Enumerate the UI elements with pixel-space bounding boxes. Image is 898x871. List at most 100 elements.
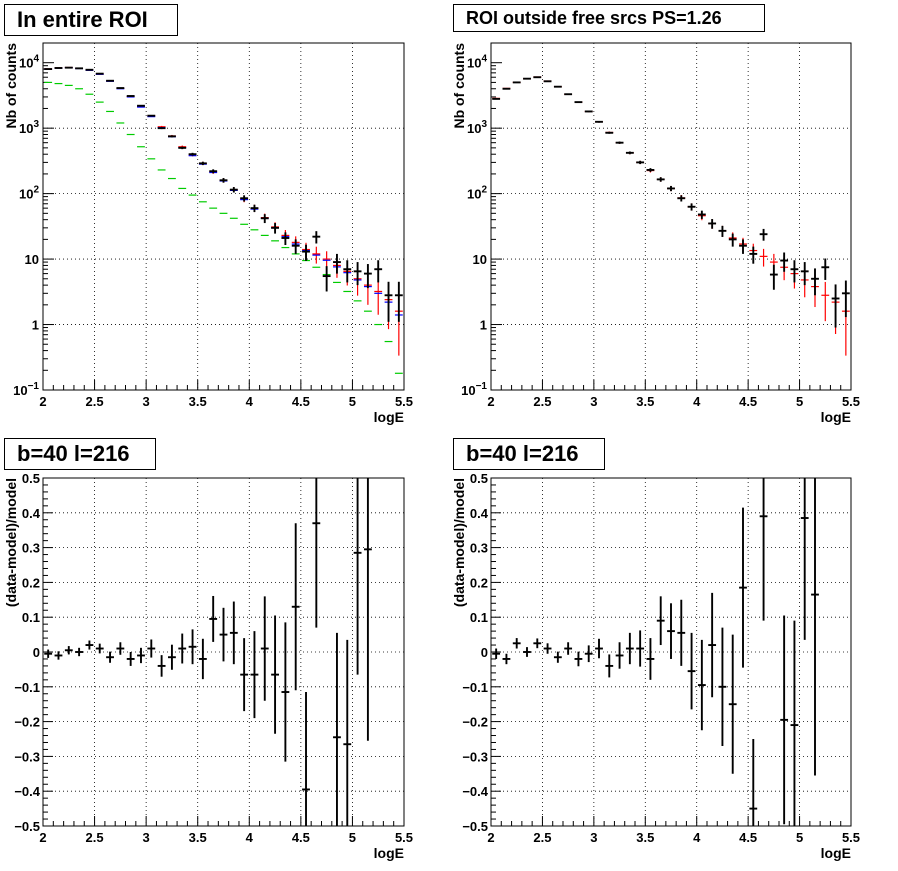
y-tick-label: 0.4: [22, 506, 41, 521]
data-point: [790, 620, 799, 826]
x-tick-label: 4: [246, 394, 254, 409]
data-point: [739, 507, 747, 668]
data-point: [198, 161, 207, 166]
data-point: [106, 79, 114, 82]
data-point: [188, 629, 197, 665]
data-point: [302, 692, 310, 826]
data-point: [178, 146, 187, 150]
data-point: [574, 651, 583, 667]
data-point: [708, 592, 717, 698]
x-tick-label: 4.5: [739, 830, 757, 845]
data-point: [759, 228, 768, 241]
x-tick-label: 3: [590, 830, 597, 845]
data-point: [646, 168, 655, 172]
series-model_component: [44, 81, 403, 374]
data-point: [116, 87, 125, 90]
data-point: [250, 204, 259, 213]
data-point: [605, 131, 614, 134]
y-tick-label: −0.2: [14, 715, 40, 730]
data-point: [841, 280, 850, 318]
y-tick-label: −0.4: [462, 784, 488, 799]
x-tick-label: 3.5: [636, 830, 654, 845]
data-point: [512, 638, 521, 649]
data-point: [523, 647, 531, 657]
data-point: [64, 646, 73, 655]
data-point: [44, 68, 53, 70]
data-point: [363, 264, 372, 289]
y-tick-label: 10: [473, 252, 487, 267]
x-tick-label: 4: [693, 830, 701, 845]
x-tick-label: 2.5: [533, 830, 551, 845]
data-point: [492, 97, 501, 100]
data-point: [574, 101, 583, 104]
data-point: [85, 68, 94, 71]
x-tick-label: 3.5: [189, 830, 207, 845]
data-point: [147, 639, 156, 658]
data-point: [333, 253, 341, 274]
plot-1: 2 2.5 3 3.5 4 4.5 5 5.5 10−1 1 10 102 103 104 logE Nb o…: [3, 42, 413, 425]
data-point: [137, 104, 145, 107]
y-tick-label: −0.3: [14, 749, 40, 764]
x-tick-label: 3: [143, 830, 150, 845]
data-point: [271, 223, 279, 234]
x-tick-label: 2.5: [533, 394, 551, 409]
x-tick-label: 5: [349, 394, 356, 409]
y-tick-label: 102: [19, 185, 39, 202]
x-tick-label: 5.5: [395, 394, 413, 409]
data-point: [769, 264, 778, 290]
data-point: [697, 210, 706, 219]
data-point: [291, 523, 300, 691]
data-point: [584, 110, 593, 113]
y-tick-label: 1: [32, 318, 39, 333]
data-point: [821, 281, 830, 322]
y-tick-label: 10−1: [13, 381, 39, 398]
data-point: [605, 654, 614, 678]
data-point: [553, 651, 562, 663]
data-point: [250, 631, 259, 719]
data-point: [533, 76, 542, 79]
panel-title-top-left: In entire ROI: [4, 4, 178, 36]
x-tick-label: 5: [796, 830, 803, 845]
x-tick-label: 2: [39, 830, 46, 845]
y-tick-label: −0.1: [462, 680, 488, 695]
data-point: [677, 195, 686, 202]
data-point: [394, 281, 403, 322]
x-axis-label: logE: [374, 409, 404, 425]
data-point: [219, 178, 228, 183]
data-point: [502, 87, 511, 90]
data-point: [322, 266, 331, 292]
y-tick-label: 0.5: [22, 471, 40, 486]
data-point: [646, 638, 655, 680]
data-point: [260, 596, 269, 701]
y-axis-label: Nb of counts: [3, 43, 19, 129]
data-point: [492, 648, 501, 659]
data-point: [512, 81, 521, 84]
x-tick-label: 4.5: [739, 394, 757, 409]
data-point: [728, 233, 737, 247]
y-tick-label: 0.3: [470, 541, 488, 556]
data-point: [157, 127, 166, 130]
y-tick-label: 0.1: [22, 610, 40, 625]
y-axis-label: Nb of counts: [451, 43, 467, 129]
y-tick-label: 0.3: [22, 541, 40, 556]
data-point: [271, 615, 279, 734]
series-data: [44, 478, 372, 826]
data-point: [374, 260, 383, 283]
data-point: [667, 185, 675, 192]
panel-title-top-right: ROI outside free srcs PS=1.26: [453, 4, 765, 32]
y-tick-label: 104: [467, 54, 487, 71]
y-tick-label: 103: [19, 119, 39, 136]
y-tick-label: −0.5: [14, 819, 40, 834]
y-tick-label: −0.4: [14, 784, 40, 799]
data-point: [811, 478, 819, 776]
series-model_total: [44, 66, 403, 356]
data-point: [229, 187, 238, 193]
x-axis-label: logE: [821, 845, 851, 861]
data-point: [137, 647, 145, 664]
data-point: [656, 177, 665, 182]
plot-4: 2 2.5 3 3.5 4 4.5 5 5.5 −0.5 −0.4 −0.3 −0.2 −0.1 0 0.1…: [451, 471, 860, 861]
data-point: [625, 632, 634, 665]
y-tick-label: 1: [480, 318, 487, 333]
y-tick-label: 10−1: [461, 381, 487, 398]
